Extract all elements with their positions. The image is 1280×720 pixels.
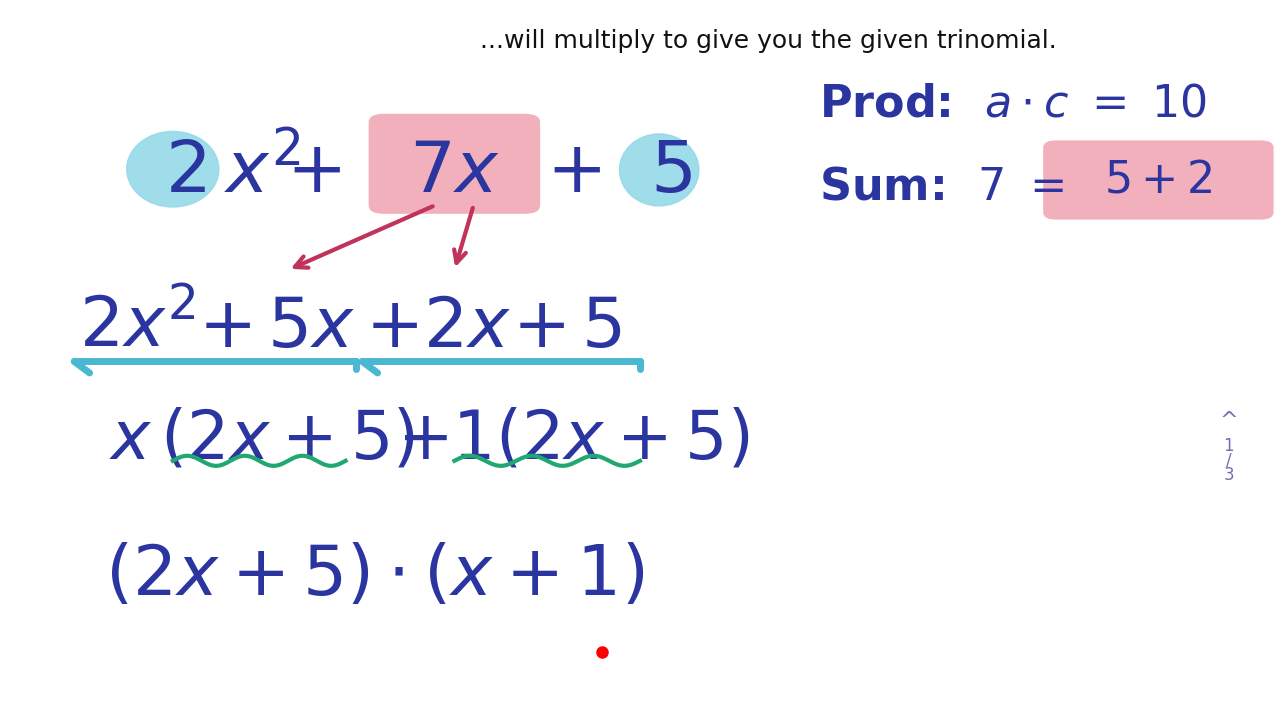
- Text: $2x^2$: $2x^2$: [79, 294, 196, 361]
- Text: $7x$: $7x$: [408, 138, 500, 207]
- Text: /: /: [1226, 452, 1231, 470]
- Text: $x^2$: $x^2$: [224, 138, 301, 208]
- Text: $+$: $+$: [547, 138, 600, 207]
- Text: $(2x+5)\cdot(x+1)$: $(2x+5)\cdot(x+1)$: [105, 542, 644, 610]
- Text: $5$: $5$: [650, 138, 691, 207]
- Ellipse shape: [620, 134, 699, 206]
- Text: 1: 1: [1224, 437, 1234, 455]
- Ellipse shape: [127, 132, 219, 207]
- Text: $x\,(2x+5)$: $x\,(2x+5)$: [109, 406, 415, 472]
- FancyBboxPatch shape: [369, 114, 540, 214]
- Text: $+1(2x+5)$: $+1(2x+5)$: [397, 406, 749, 472]
- Text: $+2x$: $+2x$: [365, 294, 511, 361]
- Text: $+\,5$: $+\,5$: [512, 294, 622, 361]
- Text: 3: 3: [1224, 467, 1234, 484]
- Text: $5 + 2$: $5 + 2$: [1103, 158, 1213, 202]
- Text: $2$: $2$: [165, 138, 206, 207]
- FancyBboxPatch shape: [1043, 140, 1274, 220]
- Text: $+$: $+$: [287, 138, 340, 207]
- Text: Prod:  $a \cdot c \ = \ 10$: Prod: $a \cdot c \ = \ 10$: [819, 83, 1207, 126]
- Text: ...will multiply to give you the given trinomial.: ...will multiply to give you the given t…: [480, 29, 1057, 53]
- Text: Sum:  $7 \ = $: Sum: $7 \ = $: [819, 166, 1064, 209]
- Text: ^: ^: [1220, 411, 1238, 431]
- Text: $+\,5x$: $+\,5x$: [198, 294, 356, 361]
